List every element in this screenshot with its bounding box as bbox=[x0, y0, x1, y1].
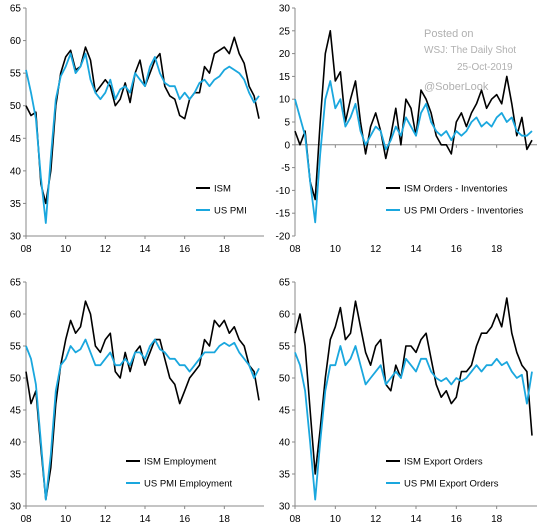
watermark-posted-on: Posted on bbox=[424, 28, 474, 40]
chart-panel-1: 30 35 40 45 50 55 60 65 08 10 12 14 16 18 ISM US PMI bbox=[10, 4, 264, 255]
legend-label: US PMI Orders - Inventories bbox=[404, 206, 524, 217]
legend-label: ISM Export Orders bbox=[404, 457, 483, 468]
y-tick-label: 65 bbox=[10, 4, 22, 15]
legend-label: US PMI Employment bbox=[144, 479, 233, 490]
y-tick-label: 0 bbox=[284, 140, 290, 151]
x-tick-label: 16 bbox=[179, 514, 191, 525]
y-tick-label: 30 bbox=[279, 502, 291, 513]
series-line-ism bbox=[294, 297, 533, 475]
y-tick-label: 65 bbox=[279, 278, 291, 289]
y-tick-label: 55 bbox=[279, 342, 291, 353]
x-tick-label: 08 bbox=[20, 514, 32, 525]
series-line-pmi bbox=[294, 345, 533, 501]
series-line-ism bbox=[25, 36, 260, 205]
series-line-ism bbox=[294, 29, 533, 201]
y-tick-label: 50 bbox=[10, 374, 22, 385]
x-tick-label: 12 bbox=[100, 244, 112, 255]
watermark: Posted on WSJ: The Daily Shot 25-Oct-201… bbox=[424, 28, 516, 93]
y-tick-label: 35 bbox=[10, 199, 22, 210]
chart-panel-3: 30 35 40 45 50 55 60 65 08 10 12 14 16 18 ISM Employme… bbox=[10, 278, 264, 525]
x-tick-label: 08 bbox=[289, 514, 301, 525]
y-tick-label: -5 bbox=[281, 163, 290, 174]
y-tick-label: 35 bbox=[279, 470, 291, 481]
y-tick-label: 35 bbox=[10, 470, 22, 481]
series-line-pmi bbox=[294, 80, 533, 224]
y-tick-label: 45 bbox=[10, 406, 22, 417]
x-tick-label: 18 bbox=[491, 514, 503, 525]
y-tick-label: -10 bbox=[276, 186, 291, 197]
y-tick-label: 30 bbox=[10, 232, 22, 243]
x-tick-label: 16 bbox=[179, 244, 191, 255]
y-tick-label: 30 bbox=[279, 4, 291, 15]
watermark-handle: @SoberLook bbox=[424, 81, 489, 93]
y-tick-label: 40 bbox=[279, 438, 291, 449]
x-tick-label: 10 bbox=[330, 514, 342, 525]
x-tick-label: 14 bbox=[139, 514, 151, 525]
x-tick-label: 16 bbox=[451, 244, 463, 255]
y-tick-label: 30 bbox=[10, 502, 22, 513]
y-tick-label: 60 bbox=[10, 36, 22, 47]
y-tick-label: 55 bbox=[10, 342, 22, 353]
y-tick-label: 50 bbox=[10, 101, 22, 112]
y-tick-label: 55 bbox=[10, 69, 22, 80]
chart-panel-4: 30 35 40 45 50 55 60 65 08 10 12 14 16 18 ISM Export O… bbox=[279, 278, 537, 525]
x-tick-label: 18 bbox=[219, 244, 231, 255]
y-tick-label: 5 bbox=[284, 118, 290, 129]
y-tick-label: 60 bbox=[279, 310, 291, 321]
y-tick-label: 45 bbox=[279, 406, 291, 417]
y-tick-label: 20 bbox=[279, 49, 291, 60]
y-tick-label: 45 bbox=[10, 134, 22, 145]
x-tick-label: 16 bbox=[451, 514, 463, 525]
x-tick-label: 12 bbox=[370, 244, 382, 255]
x-tick-label: 14 bbox=[139, 244, 151, 255]
watermark-date: 25-Oct-2019 bbox=[457, 62, 513, 73]
y-tick-label: 10 bbox=[279, 95, 291, 106]
x-tick-label: 14 bbox=[410, 514, 422, 525]
y-tick-label: 50 bbox=[279, 374, 291, 385]
y-tick-label: 60 bbox=[10, 310, 22, 321]
y-tick-label: -20 bbox=[276, 232, 291, 243]
legend-label: US PMI bbox=[214, 206, 247, 217]
x-tick-label: 18 bbox=[491, 244, 503, 255]
series-line-pmi bbox=[25, 52, 260, 224]
series-line-ism bbox=[25, 300, 260, 501]
x-tick-label: 12 bbox=[370, 514, 382, 525]
x-tick-label: 14 bbox=[410, 244, 422, 255]
y-tick-label: -15 bbox=[276, 209, 291, 220]
y-tick-label: 40 bbox=[10, 166, 22, 177]
x-tick-label: 08 bbox=[20, 244, 32, 255]
legend-label: US PMI Export Orders bbox=[404, 479, 499, 490]
y-tick-label: 65 bbox=[10, 278, 22, 289]
x-tick-label: 10 bbox=[60, 244, 72, 255]
x-tick-label: 12 bbox=[100, 514, 112, 525]
watermark-source: WSJ: The Daily Shot bbox=[424, 45, 516, 56]
legend-label: ISM bbox=[214, 184, 231, 195]
x-tick-label: 10 bbox=[330, 244, 342, 255]
chart-panel-2: -20 -15 -10 -5 0 5 10 15 20 25 30 08 10 12 14 16 18 ISM O… bbox=[276, 4, 537, 255]
y-tick-label: 15 bbox=[279, 72, 291, 83]
series-line-pmi bbox=[25, 338, 260, 501]
x-tick-label: 10 bbox=[60, 514, 72, 525]
x-tick-label: 18 bbox=[219, 514, 231, 525]
legend-label: ISM Orders - Inventories bbox=[404, 184, 508, 195]
y-tick-label: 25 bbox=[279, 26, 291, 37]
x-tick-label: 08 bbox=[289, 244, 301, 255]
legend-label: ISM Employment bbox=[144, 457, 217, 468]
y-tick-label: 40 bbox=[10, 438, 22, 449]
